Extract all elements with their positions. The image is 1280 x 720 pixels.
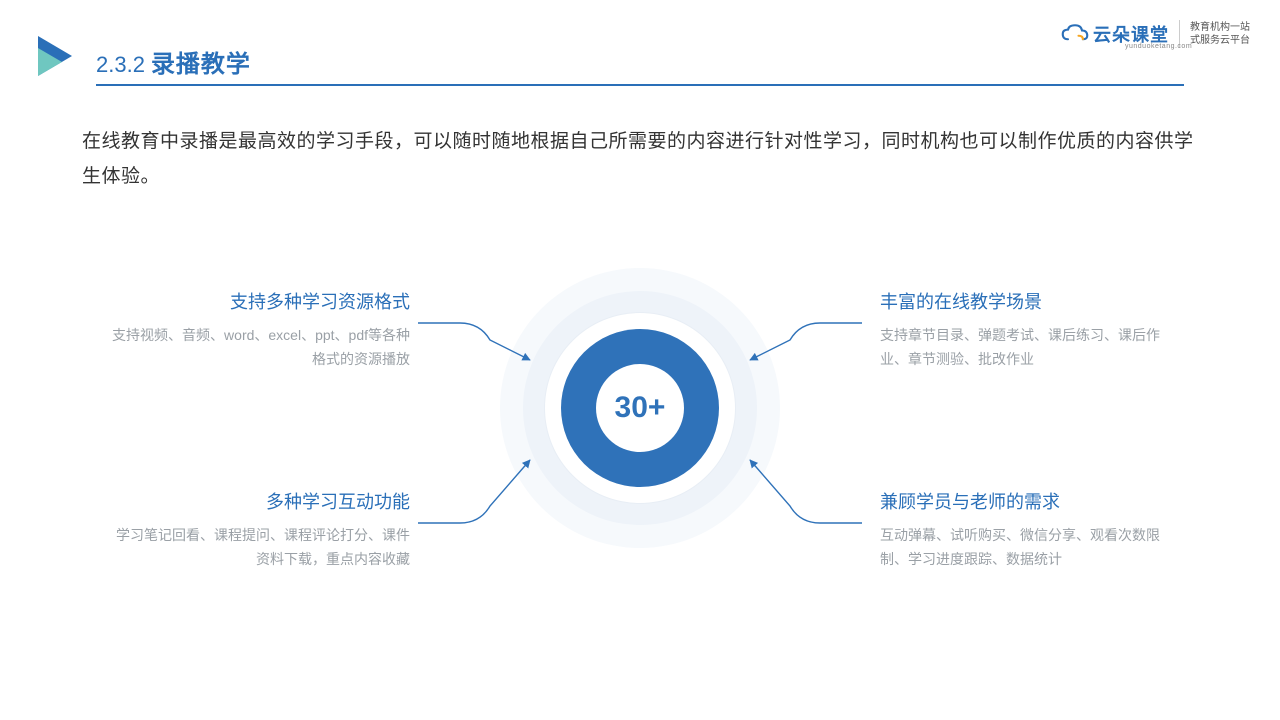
- feature-title: 丰富的在线教学场景: [880, 288, 1180, 314]
- feature-top-left: 支持多种学习资源格式 支持视频、音频、word、excel、ppt、pdf等各种…: [110, 288, 410, 372]
- section-heading: 2.3.2 录播教学: [96, 44, 251, 79]
- feature-title: 多种学习互动功能: [110, 488, 410, 514]
- ring-inner: 30+: [596, 364, 684, 452]
- intro-paragraph: 在线教育中录播是最高效的学习手段，可以随时随地根据自己所需要的内容进行针对性学习…: [82, 124, 1198, 194]
- feature-desc: 互动弹幕、试听购买、微信分享、观看次数限制、学习进度跟踪、数据统计: [880, 524, 1180, 572]
- ring-value: 30+: [615, 391, 666, 425]
- brand-logo: 云朵课堂 yunduoketang.com 教育机构一站式服务云平台: [1061, 20, 1250, 48]
- cloud-icon: [1061, 23, 1089, 45]
- section-title: 录播教学: [151, 44, 251, 79]
- feature-desc: 支持章节目录、弹题考试、课后练习、课后作业、章节测验、批改作业: [880, 324, 1180, 372]
- feature-bottom-left: 多种学习互动功能 学习笔记回看、课程提问、课程评论打分、课件资料下载，重点内容收…: [110, 488, 410, 572]
- feature-bottom-right: 兼顾学员与老师的需求 互动弹幕、试听购买、微信分享、观看次数限制、学习进度跟踪、…: [880, 488, 1180, 572]
- feature-desc: 学习笔记回看、课程提问、课程评论打分、课件资料下载，重点内容收藏: [110, 524, 410, 572]
- feature-title: 兼顾学员与老师的需求: [880, 488, 1180, 514]
- title-underline: [96, 84, 1184, 86]
- play-icon: [32, 34, 80, 82]
- feature-top-right: 丰富的在线教学场景 支持章节目录、弹题考试、课后练习、课后作业、章节测验、批改作…: [880, 288, 1180, 372]
- slide: 2.3.2 录播教学 云朵课堂 yunduoketang.com 教育机构一站式…: [0, 0, 1280, 720]
- logo-domain: yunduoketang.com: [1125, 43, 1192, 50]
- section-number: 2.3.2: [96, 52, 145, 78]
- logo-tagline: 教育机构一站式服务云平台: [1190, 21, 1250, 47]
- feature-desc: 支持视频、音频、word、excel、ppt、pdf等各种格式的资源播放: [110, 324, 410, 372]
- feature-title: 支持多种学习资源格式: [110, 288, 410, 314]
